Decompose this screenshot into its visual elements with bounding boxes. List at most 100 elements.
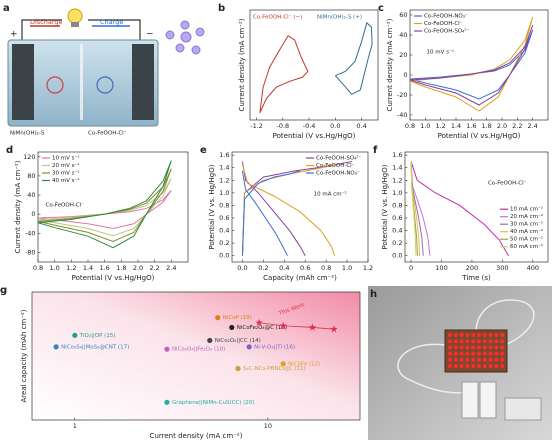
series-line [241,164,337,256]
led [448,351,452,356]
series-line [37,160,172,249]
series-line [409,24,534,106]
led [465,345,470,350]
photo: h [368,286,552,440]
y-tick-label: 1.6 [392,151,402,159]
led [494,351,499,356]
x-tick-label: 1.2 [363,264,373,272]
annotation: 10 mA cm⁻² [314,190,347,197]
series-line [410,161,417,256]
y-axis-label: Areal capacity (mAh cm⁻²) [20,309,28,402]
x-tick-label: 0.0 [237,264,247,272]
plus-sign: + [10,30,18,40]
y-tick-label: 0 [31,210,35,218]
legend-label: Co-FeOOH-Cl⁻ [316,163,355,169]
x-tick-label: 2.0 [133,264,143,272]
point [255,318,263,326]
wire [475,299,535,346]
x-axis-label: Potential (V vs.Hg/HgO) [273,132,356,140]
led [448,364,452,368]
series-line [334,21,373,95]
led [471,339,476,344]
series-line [410,161,509,256]
led [448,333,452,337]
legend-label: 60 mA cm⁻² [510,243,543,250]
separator [80,44,83,120]
point [164,399,170,405]
led [477,364,481,368]
led [494,345,499,350]
illustration: a Discharge Charge + − NiMn(OH)₂-S Co-Fe… [3,3,205,137]
led [453,345,458,350]
plot-background [32,292,360,420]
y-axis-label: Current density (mA cm⁻²) [386,18,394,111]
led [477,357,481,362]
led [477,351,481,356]
legend-label: 40 mV s⁻¹ [52,177,80,184]
led [500,357,505,362]
electrode [12,44,34,120]
legend-label: 30 mV s⁻¹ [52,170,80,177]
led [494,357,499,362]
y-tick-label: 0.6 [219,214,229,222]
point [53,344,59,350]
y-tick-label: 1.4 [392,164,402,172]
series-line [409,29,534,100]
plot-frame [409,9,549,121]
led [482,357,487,362]
legend-label: 30 mA cm⁻² [510,221,543,228]
x-tick-label: 1.8 [481,122,491,130]
point [330,325,338,333]
y-tick-label: 1.6 [219,151,229,159]
y-tick-label: -40 [25,229,36,237]
point [229,324,235,331]
electrode [132,44,154,120]
y-tick-label: 60 [399,11,407,19]
series-line [259,322,335,330]
point-label: NiCo₂O₄||Fe₂O₃ (10) [172,347,225,353]
cycle-arrow [96,76,114,94]
x-axis-label: Current density (mA cm⁻²) [150,432,243,440]
x-tick-label: 0.8 [33,264,43,272]
y-tick-label: 80 [27,172,35,180]
series-line [259,35,309,114]
led [500,345,505,350]
led [453,351,458,356]
led [448,357,452,362]
led [494,339,499,344]
led [494,333,499,337]
led [494,364,499,368]
y-tick-label: 1.4 [219,164,229,172]
x-tick-label: -1.2 [250,122,263,130]
discharge-label: Discharge [30,18,63,26]
charge-label: Charge [100,18,123,26]
y-tick-label: -40 [397,111,408,119]
y-tick-label: 0.6 [392,214,402,222]
led [500,351,505,356]
y-tick-label: 0.8 [392,201,402,209]
x-tick-label: 0.2 [258,264,268,272]
led [465,339,470,344]
led [453,357,458,362]
y-tick-label: 1.2 [392,176,402,184]
point-label: NiCoP (19) [223,315,252,321]
led [465,351,470,356]
panel-label: h [370,289,377,300]
x-axis-label: Time (s) [461,274,491,282]
y-tick-label: 0.8 [219,201,229,209]
y-axis-label: Current density (mA cm⁻²) [238,18,246,111]
y-tick-label: 0.0 [219,252,229,260]
led [482,345,487,350]
legend-label: 50 mA cm⁻² [510,236,543,243]
led [459,333,464,337]
minus-sign: − [146,30,154,40]
legend-label: Co-FeOOH-SO₄²⁻ [316,155,362,162]
point-label: NiCoFe₂O₄@C (13) [237,325,287,331]
x-tick-label: 0 [409,264,413,272]
x-tick-label: 400 [527,264,539,272]
x-tick-label: 1 [73,422,77,430]
x-tick-label: 2.2 [149,264,159,272]
x-tick-label: -0.4 [303,122,316,130]
led [488,351,493,356]
y-tick-label: 1.0 [392,189,402,197]
